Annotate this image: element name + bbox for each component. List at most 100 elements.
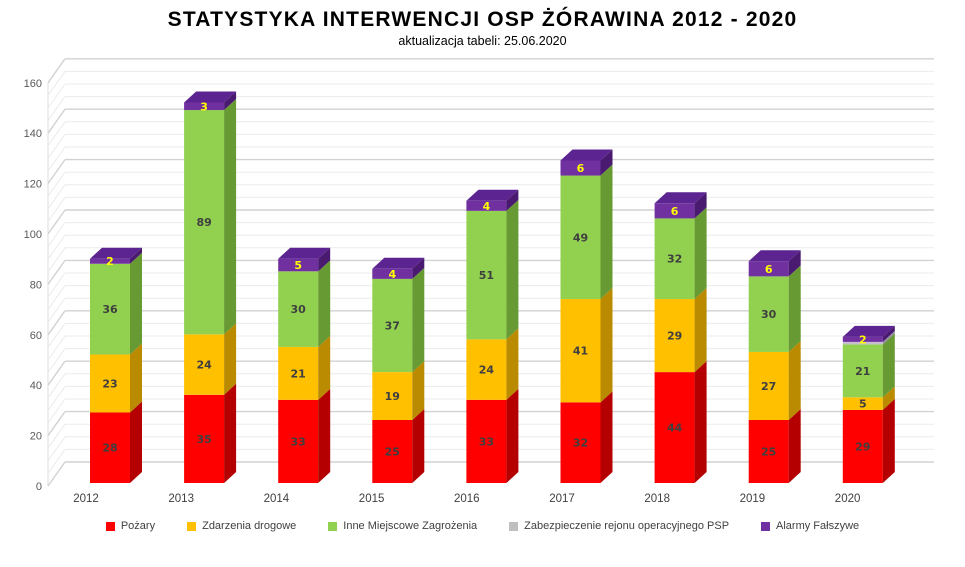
value-label: 41 [573, 345, 588, 358]
bar-segment-side [788, 250, 801, 277]
value-label: 6 [577, 162, 585, 175]
gridline-connector [47, 222, 66, 247]
bar-segment-front [278, 258, 319, 272]
value-label: 19 [385, 390, 400, 403]
value-label: 32 [667, 253, 682, 266]
gridline-connector [47, 323, 66, 348]
bar-segment-side [224, 323, 237, 395]
bar-segment-front [748, 351, 789, 420]
bar-segment-front [372, 268, 413, 279]
bar-segment-front [560, 175, 601, 300]
gridline-connector [47, 259, 66, 285]
value-label: 89 [196, 216, 211, 229]
bar-segment-side [224, 99, 237, 335]
value-label: 27 [761, 380, 776, 393]
value-label: 51 [479, 269, 494, 282]
bar-segment-side [506, 328, 519, 400]
gridline-connector [47, 83, 66, 109]
bar-segment-side [412, 257, 425, 279]
bar-segment-side [882, 330, 895, 345]
value-label: 6 [765, 263, 773, 276]
bar-segment-side [412, 267, 425, 373]
bar-segment-front [372, 420, 413, 483]
gridline-connector [47, 423, 66, 449]
bar-segment-side [318, 335, 331, 400]
bar-segment-front [278, 399, 319, 483]
legend-label: Zabezpieczenie rejonu operacyjnego PSP [524, 520, 730, 532]
bar-segment-side [412, 409, 425, 483]
gridline-connector [47, 121, 66, 147]
bar-segment-front [466, 210, 507, 340]
y-tick-label: 120 [24, 179, 42, 191]
bar-segment-front [90, 263, 130, 355]
bar-segment-side [882, 386, 895, 410]
gridline-connector [47, 373, 66, 399]
gridline-connector [47, 335, 66, 361]
stacked-bar-chart-3d: 0204060801001201401602823362201235248932… [24, 58, 934, 505]
bar-segment-front [560, 160, 601, 176]
legend-label: Inne Miejscowe Zagrożenia [343, 520, 478, 532]
bar-segment-front [278, 346, 319, 400]
bar-segment-front [842, 344, 883, 398]
bar-segment-front [278, 271, 319, 347]
bar-segment-top [654, 192, 707, 204]
value-label: 29 [855, 440, 870, 453]
x-axis-label: 2012 [73, 493, 99, 505]
bar-segment-top [372, 257, 425, 269]
bar-segment-side [788, 265, 801, 352]
gridline-connector [47, 272, 66, 298]
bar-segment-top [184, 91, 237, 103]
gridline-connector [47, 297, 66, 323]
bar-segment-front [842, 341, 883, 345]
bar-segment-top [560, 149, 613, 161]
value-label: 5 [294, 259, 302, 272]
gridline-connector [47, 108, 66, 134]
value-label: 2 [859, 333, 867, 346]
x-axis-label: 2016 [454, 493, 480, 505]
bar-segment-side [882, 333, 895, 398]
gridline-connector [47, 310, 66, 336]
legend-item-1: Pożary [105, 520, 155, 532]
legend-item-3: Inne Miejscowe Zagrożenia [328, 520, 477, 532]
gridline-connector [47, 134, 66, 159]
y-tick-label: 40 [30, 380, 42, 392]
legend-label: Alarmy Fałszywe [776, 520, 860, 532]
y-tick-label: 20 [30, 431, 42, 443]
value-label: 49 [573, 231, 588, 244]
bar-segment-side [882, 398, 895, 483]
value-label: 25 [761, 446, 776, 459]
bar-segment-front [654, 299, 695, 373]
bar-segment-side [600, 149, 613, 176]
value-label: 21 [291, 367, 306, 380]
bar-segment-side [318, 247, 331, 272]
x-axis-label: 2018 [644, 493, 670, 505]
bar-segment-top [466, 189, 519, 201]
bar-segment-side [130, 401, 142, 483]
x-axis-label: 2014 [264, 493, 290, 505]
x-axis-label: 2013 [168, 493, 194, 505]
bar-segment-front [184, 102, 225, 111]
bar-segment-side [130, 252, 142, 355]
chart-subtitle: aktualizacja tabeli: 25.06.2020 [398, 34, 567, 48]
value-label: 5 [859, 398, 867, 411]
gridline-connector [47, 234, 66, 260]
legend-swatch-icon [761, 521, 771, 531]
legend-item-2: Zdarzenia drogowe [187, 520, 296, 532]
value-label: 6 [671, 205, 679, 218]
bar-segment-side [130, 343, 142, 413]
value-label: 37 [385, 320, 400, 333]
value-label: 24 [196, 359, 212, 372]
bar-segment-front [560, 299, 601, 403]
value-label: 25 [385, 446, 400, 459]
value-label: 28 [102, 442, 117, 455]
bar-segment-front [842, 409, 883, 483]
gridline-connector [47, 398, 66, 424]
value-label: 30 [761, 308, 777, 321]
x-axis-label: 2017 [549, 493, 575, 505]
bar-segment-front [372, 372, 413, 420]
bar-segment-side [788, 340, 801, 420]
bar-segment-side [694, 288, 707, 373]
legend-item-4: Zabezpieczenie rejonu operacyjnego PSP [509, 520, 729, 532]
bar-segment-side [130, 247, 142, 264]
gridline-connector [47, 209, 66, 235]
